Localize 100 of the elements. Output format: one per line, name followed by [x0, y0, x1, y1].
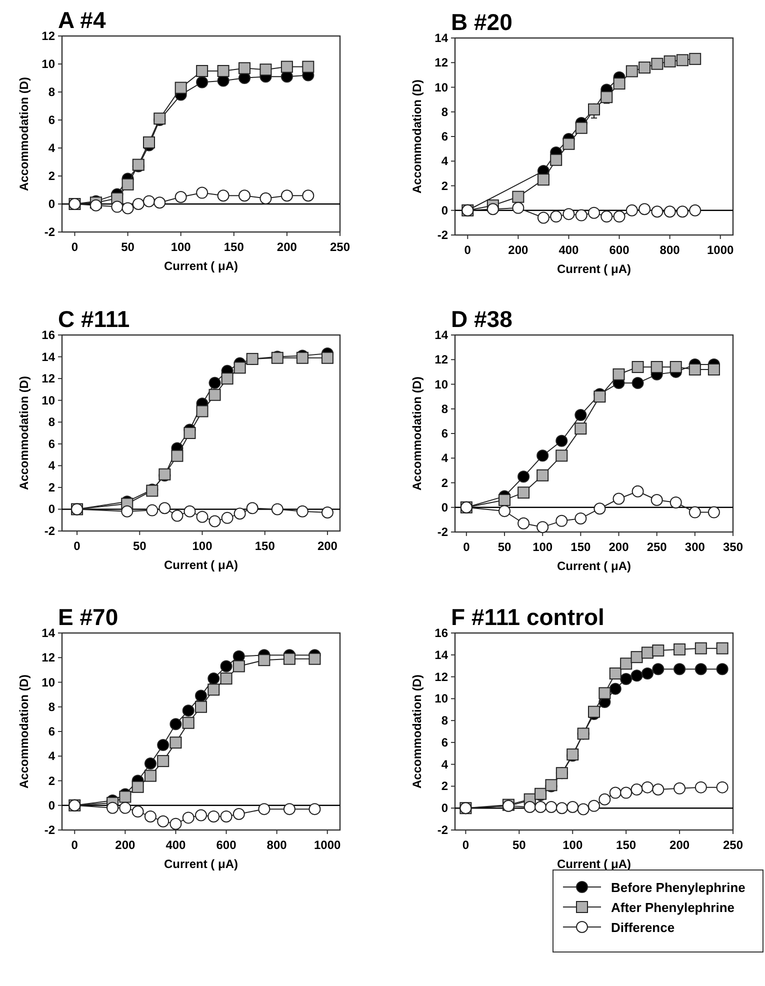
x-tick-label: 800 — [266, 838, 288, 852]
chart-title: F #111 control — [451, 604, 604, 630]
y-tick-label: -2 — [44, 524, 56, 538]
y-tick-label: 12 — [434, 56, 448, 70]
y-tick-label: 0 — [441, 500, 448, 514]
y-tick-label: -2 — [437, 525, 448, 539]
y-tick-label: 4 — [48, 749, 56, 764]
x-tick-label: 1000 — [314, 838, 342, 852]
chart-title: E #70 — [58, 604, 118, 630]
y-tick-label: 0 — [48, 197, 56, 211]
x-axis-title: Current ( μA) — [556, 559, 632, 573]
y-tick-label: 10 — [42, 393, 56, 408]
y-tick-label: 2 — [48, 169, 56, 183]
x-tick-label: 50 — [512, 838, 526, 852]
y-tick-label: 6 — [48, 436, 56, 451]
x-tick-label: 0 — [74, 539, 81, 553]
x-tick-label: 0 — [464, 243, 472, 257]
y-tick-label: 10 — [42, 57, 56, 71]
x-tick-label: 50 — [132, 539, 147, 553]
x-tick-label: 800 — [660, 243, 680, 257]
x-tick-label: 50 — [121, 240, 135, 254]
y-tick-label: 0 — [48, 502, 56, 516]
y-tick-label: -2 — [44, 823, 56, 837]
y-tick-label: 12 — [42, 372, 56, 386]
x-tick-label: 0 — [462, 838, 470, 852]
y-tick-label: 14 — [434, 648, 448, 662]
x-tick-label: 200 — [508, 243, 529, 257]
y-tick-label: 8 — [441, 714, 448, 728]
y-tick-label: 10 — [434, 377, 448, 392]
y-tick-label: 0 — [441, 801, 448, 816]
y-tick-label: 8 — [48, 415, 56, 430]
y-tick-label: 2 — [441, 476, 448, 490]
legend-label: After Phenylephrine — [611, 900, 735, 915]
y-tick-label: 12 — [42, 650, 56, 665]
y-tick-label: 6 — [441, 130, 448, 144]
y-tick-label: 12 — [434, 352, 448, 367]
y-tick-label: 10 — [434, 80, 448, 94]
y-tick-label: 6 — [48, 724, 56, 738]
x-tick-label: 100 — [170, 240, 192, 254]
y-tick-label: 12 — [434, 670, 448, 684]
chart-title: C #111 — [58, 306, 130, 332]
x-tick-label: 250 — [722, 838, 744, 852]
x-tick-label: 250 — [330, 240, 350, 254]
y-tick-label: 8 — [48, 700, 56, 714]
y-tick-label: 4 — [48, 141, 56, 155]
y-tick-label: 2 — [48, 774, 56, 788]
y-tick-label: 6 — [48, 113, 56, 127]
x-axis-title: Current ( μA) — [164, 558, 238, 572]
x-tick-label: 150 — [616, 838, 636, 852]
x-tick-label: 150 — [254, 539, 276, 553]
y-axis-title: Accommodation (D) — [17, 76, 31, 191]
x-tick-label: 600 — [609, 243, 630, 257]
y-tick-label: 4 — [441, 757, 448, 772]
y-tick-label: 6 — [441, 735, 448, 750]
y-tick-label: 4 — [441, 451, 448, 466]
y-tick-label: -2 — [437, 823, 448, 837]
y-tick-label: 0 — [441, 203, 448, 218]
y-tick-label: 12 — [42, 29, 56, 43]
x-tick-label: 150 — [224, 240, 244, 254]
chart-title: A #4 — [58, 7, 106, 33]
y-tick-label: 16 — [42, 328, 56, 342]
y-tick-label: -2 — [44, 225, 56, 239]
x-tick-label: 100 — [192, 539, 213, 553]
y-tick-label: 4 — [48, 458, 56, 473]
chart-title: D #38 — [451, 306, 513, 332]
y-tick-label: 14 — [434, 328, 448, 342]
y-tick-label: 14 — [42, 350, 56, 364]
y-tick-label: 8 — [441, 104, 448, 119]
x-axis-title: Current ( μA) — [556, 262, 632, 276]
x-tick-label: 350 — [722, 540, 744, 554]
y-tick-label: 6 — [441, 426, 448, 440]
y-tick-label: 4 — [441, 154, 448, 168]
x-tick-label: 200 — [608, 540, 630, 554]
y-tick-label: 0 — [48, 798, 56, 812]
y-axis-title: Accommodation (D) — [410, 376, 424, 490]
y-axis-title: Accommodation (D) — [410, 79, 424, 194]
y-tick-label: 8 — [441, 402, 448, 416]
y-axis-title: Accommodation (D) — [17, 376, 31, 490]
y-tick-label: -2 — [437, 228, 448, 242]
y-tick-label: 14 — [42, 626, 56, 640]
x-tick-label: 200 — [276, 240, 298, 254]
y-tick-label: 10 — [434, 692, 448, 706]
x-tick-label: 100 — [562, 838, 583, 852]
x-axis-title: Current ( μA) — [164, 259, 238, 273]
x-tick-label: 0 — [71, 240, 78, 254]
y-tick-label: 10 — [42, 675, 56, 690]
x-tick-label: 200 — [115, 838, 136, 852]
x-tick-label: 250 — [646, 540, 668, 554]
x-tick-label: 400 — [558, 243, 580, 257]
y-axis-title: Accommodation (D) — [17, 674, 31, 788]
x-tick-label: 200 — [670, 838, 690, 852]
x-tick-label: 300 — [684, 540, 706, 554]
x-tick-label: 150 — [570, 540, 592, 554]
y-tick-label: 2 — [441, 779, 448, 794]
y-tick-label: 2 — [441, 178, 448, 193]
x-tick-label: 100 — [532, 540, 553, 554]
x-tick-label: 200 — [317, 539, 338, 553]
y-tick-label: 14 — [434, 31, 448, 45]
y-tick-label: 8 — [48, 85, 56, 99]
x-tick-label: 400 — [166, 838, 186, 852]
